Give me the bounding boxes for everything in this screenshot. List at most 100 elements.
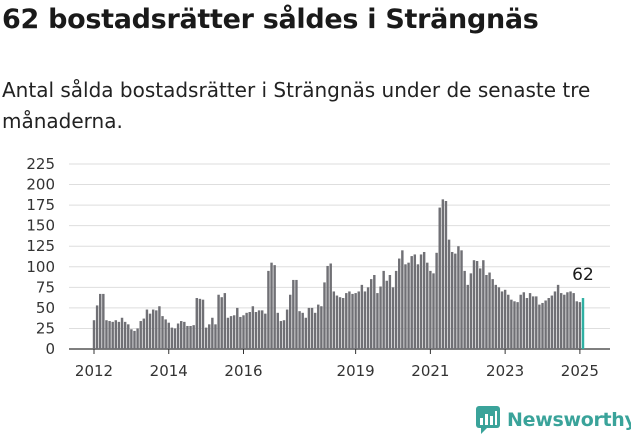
bar (559, 293, 563, 349)
bar (217, 294, 220, 349)
bar (444, 201, 448, 349)
bar (204, 327, 208, 349)
bar (236, 307, 239, 349)
bar (130, 329, 133, 349)
bar (441, 199, 445, 349)
bar (145, 309, 149, 349)
y-tick-label: 200 (26, 176, 55, 194)
bar (173, 328, 177, 349)
bar (285, 309, 289, 349)
bar (301, 312, 304, 349)
bar (105, 320, 108, 349)
bar (114, 320, 118, 349)
bar (575, 301, 578, 349)
bar (494, 284, 498, 349)
bar (426, 262, 429, 349)
bar (472, 260, 476, 349)
bar (332, 291, 336, 349)
bar (282, 320, 286, 349)
bar (572, 293, 575, 349)
y-tick-label: 175 (26, 196, 55, 214)
bar (329, 263, 332, 349)
y-tick-label: 25 (36, 319, 55, 337)
bar (254, 312, 258, 349)
bar (289, 294, 292, 349)
bar (544, 300, 547, 349)
x-tick-label: 2023 (486, 362, 524, 380)
y-tick-label: 125 (26, 237, 55, 255)
bar (232, 315, 236, 349)
bar (320, 306, 323, 349)
bar (578, 302, 582, 349)
bar (223, 293, 227, 349)
bar (510, 299, 513, 349)
bar (450, 251, 454, 349)
bar (416, 264, 420, 349)
x-tick-label: 2025 (561, 362, 599, 380)
bar (335, 295, 339, 349)
bar (92, 320, 96, 349)
bar (435, 252, 438, 349)
bar (120, 317, 124, 349)
y-tick-label: 150 (26, 217, 55, 235)
bar (142, 318, 146, 349)
bar (345, 293, 348, 349)
brand-name: Newsworthy (507, 409, 631, 431)
bar (503, 289, 507, 349)
bar (491, 279, 494, 349)
bar (404, 264, 407, 349)
bar (298, 311, 301, 349)
bar (229, 316, 233, 349)
bar (507, 294, 510, 349)
bar (304, 317, 308, 349)
bar (123, 321, 127, 349)
bar (497, 287, 501, 349)
bar (313, 312, 317, 349)
bar (357, 291, 360, 349)
bar (541, 302, 544, 349)
x-tick-label: 2014 (150, 362, 188, 380)
bar (273, 265, 276, 349)
bar (264, 313, 267, 349)
y-tick-label: 75 (36, 278, 55, 296)
brand-logo[interactable]: Newsworthy (476, 406, 631, 434)
bar (251, 306, 255, 349)
bar (429, 270, 432, 349)
bar (242, 315, 245, 349)
bar (516, 302, 519, 349)
bar (466, 284, 469, 349)
bar (569, 291, 572, 349)
bar (201, 299, 205, 349)
bar (338, 297, 342, 349)
bar (488, 272, 491, 349)
bar (307, 307, 311, 349)
bar (581, 298, 585, 349)
bar (482, 260, 485, 349)
bar (369, 279, 373, 349)
bar (95, 305, 99, 349)
bar (248, 312, 251, 349)
bar (158, 306, 161, 349)
bar (164, 319, 167, 349)
bar (485, 275, 488, 349)
bar (220, 297, 223, 349)
bar (292, 279, 295, 349)
newsworthy-logo-icon (476, 406, 500, 434)
bar (535, 296, 538, 349)
bar (211, 317, 214, 349)
bar (531, 296, 535, 349)
bar (155, 310, 158, 349)
bar (454, 253, 457, 349)
x-tick-label: 2016 (224, 362, 262, 380)
page-subtitle: Antal sålda bostadsrätter i Strängnäs un… (2, 78, 591, 133)
bar (438, 207, 441, 349)
bar (214, 324, 217, 349)
bar (528, 293, 532, 349)
bar (513, 301, 516, 349)
bar (519, 294, 522, 349)
bar (208, 324, 211, 349)
bar (192, 325, 195, 349)
x-tick-label: 2021 (411, 362, 449, 380)
y-tick-label: 225 (26, 155, 55, 173)
bar (469, 273, 473, 349)
